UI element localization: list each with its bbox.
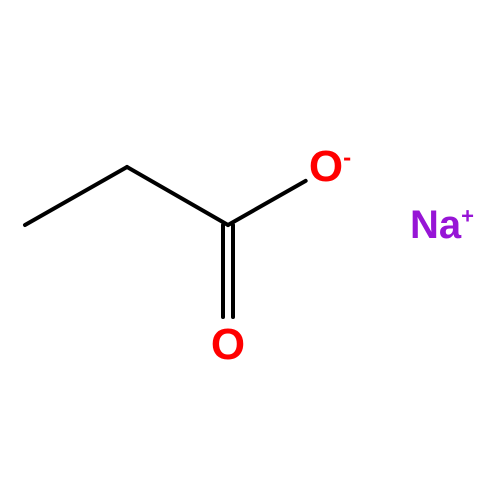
molecule-canvas: O O- Na+ bbox=[0, 0, 500, 500]
atom-charge: + bbox=[461, 204, 474, 229]
atom-charge: - bbox=[343, 144, 351, 171]
atom-sodium: Na+ bbox=[410, 205, 474, 245]
bond-layer bbox=[0, 0, 500, 500]
atom-label: O bbox=[309, 142, 343, 191]
atom-label: Na bbox=[410, 203, 461, 247]
atom-oxygen-double: O bbox=[211, 323, 245, 367]
atom-oxygen-negative: O- bbox=[309, 145, 351, 189]
atom-label: O bbox=[211, 320, 245, 369]
